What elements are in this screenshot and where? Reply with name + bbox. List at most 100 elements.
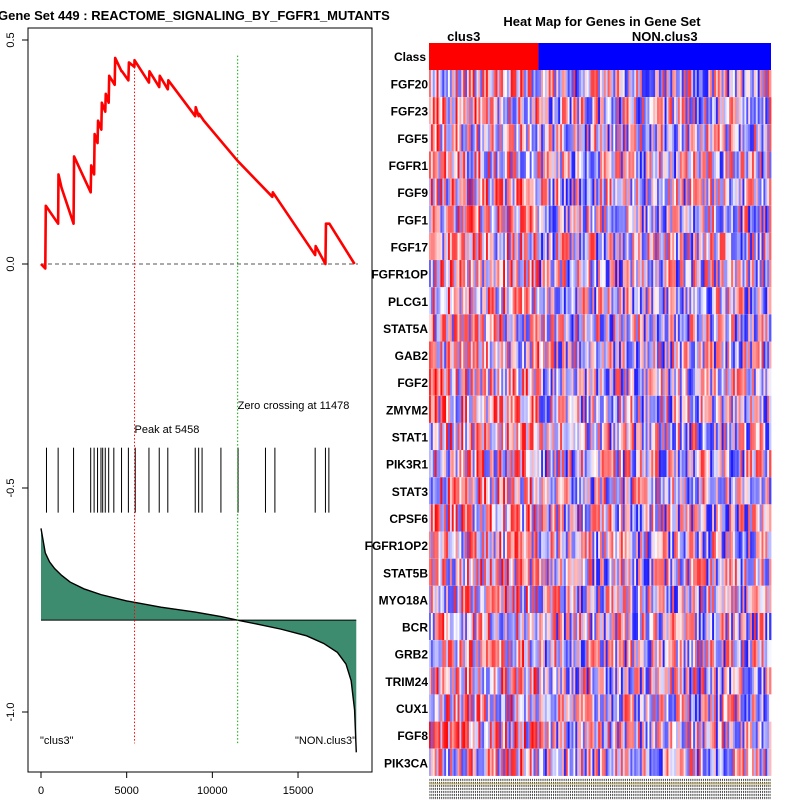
- heatmap-cell: [645, 341, 648, 369]
- heatmap-cell: [662, 124, 665, 152]
- heatmap-cell: [514, 721, 517, 749]
- heatmap-cell: [586, 450, 589, 478]
- heatmap-cell: [753, 232, 757, 261]
- heatmap-cell: [651, 585, 654, 613]
- heatmap-cell: [506, 531, 510, 559]
- heatmap-cell: [539, 450, 542, 478]
- heatmap-cell: [609, 124, 612, 152]
- heatmap-cell: [748, 341, 751, 369]
- heatmap-cell: [560, 368, 563, 396]
- heatmap-cell: [459, 613, 462, 641]
- heatmap-cell: [729, 667, 732, 695]
- heatmap-cell: [569, 450, 572, 478]
- heatmap-cell: [704, 395, 707, 423]
- heatmap-cell: [590, 422, 593, 451]
- heatmap-cell: [653, 368, 656, 396]
- heatmap-cell: [468, 422, 472, 451]
- heatmap-cell: [731, 341, 734, 369]
- heatmap-cell: [733, 694, 736, 722]
- heatmap-cell: [457, 70, 460, 98]
- heatmap-cell: [569, 531, 572, 559]
- heatmap-cell: [628, 558, 631, 586]
- heatmap-cell: [765, 395, 768, 423]
- heatmap-cell: [548, 585, 551, 613]
- heatmap-cell: [472, 640, 475, 668]
- heatmap-cell: [588, 667, 591, 695]
- heatmap-cell: [442, 341, 445, 369]
- heatmap-cell: [467, 205, 470, 233]
- heatmap-cell: [750, 260, 753, 288]
- heatmap-cell: [429, 585, 432, 613]
- heatmap-cell: [556, 151, 559, 179]
- heatmap-cell: [537, 232, 540, 261]
- heatmap-cell: [525, 70, 529, 98]
- heatmap-cell: [706, 721, 709, 749]
- heatmap-cell: [467, 97, 470, 125]
- heatmap-cell: [535, 422, 538, 451]
- heatmap-cell: [497, 504, 500, 532]
- heatmap-cell: [662, 585, 665, 613]
- heatmap-cell: [708, 232, 711, 261]
- heatmap-cell: [717, 260, 721, 288]
- heatmap-cell: [601, 314, 605, 342]
- heatmap-cell: [605, 368, 608, 396]
- heatmap-cell: [609, 178, 612, 206]
- heatmap-cell: [715, 477, 719, 505]
- heatmap-cell: [579, 640, 582, 668]
- heatmap-cell: [721, 124, 724, 152]
- heatmap-cell: [715, 97, 719, 125]
- heatmap-cell: [596, 422, 599, 451]
- heatmap-cell: [653, 613, 656, 641]
- heatmap-cell: [453, 613, 456, 641]
- heatmap-cell: [622, 260, 626, 288]
- heatmap-cell: [501, 151, 504, 179]
- heatmap-cell: [731, 232, 734, 261]
- heatmap-cell: [486, 368, 489, 396]
- heatmap-cell: [746, 640, 749, 668]
- heatmap-cell: [683, 97, 686, 125]
- heatmap-cell: [626, 721, 629, 749]
- heatmap-cell: [630, 178, 633, 206]
- heatmap-cell: [658, 422, 662, 451]
- heatmap-cell: [687, 721, 690, 749]
- heatmap-cell: [474, 748, 477, 776]
- heatmap-cell: [459, 640, 462, 668]
- heatmap-cell: [594, 287, 597, 315]
- heatmap-cell: [740, 395, 743, 423]
- heatmap-cell: [438, 477, 441, 505]
- heatmap-cell: [763, 232, 766, 261]
- heatmap-cell: [577, 613, 580, 641]
- heatmap-cell: [630, 585, 633, 613]
- heatmap-cell: [486, 151, 489, 179]
- heatmap-cell: [634, 585, 637, 613]
- heatmap-cell: [546, 232, 550, 261]
- heatmap-cell: [731, 151, 734, 179]
- heatmap-cell: [567, 558, 570, 586]
- heatmap-cell: [575, 178, 578, 206]
- heatmap-cell: [757, 450, 760, 478]
- heatmap-cell: [626, 585, 629, 613]
- heatmap-cell: [757, 585, 760, 613]
- heatmap-cell: [548, 450, 551, 478]
- heatmap-cell: [750, 178, 753, 206]
- heatmap-cell: [744, 314, 747, 342]
- heatmap-cell: [459, 450, 462, 478]
- heatmap-cell: [685, 70, 688, 98]
- heatmap-cell: [698, 70, 702, 98]
- heatmap-cell: [491, 585, 494, 613]
- heatmap-cell: [655, 450, 658, 478]
- heatmap-cell: [632, 368, 635, 396]
- heatmap-cell: [430, 341, 434, 369]
- heatmap-cell: [765, 70, 768, 98]
- heatmap-cell: [672, 667, 675, 695]
- heatmap-cell: [639, 558, 643, 586]
- heatmap-cell: [563, 205, 567, 233]
- heatmap-cell: [563, 151, 567, 179]
- heatmap-cell: [539, 232, 542, 261]
- heatmap-cell: [506, 395, 510, 423]
- heatmap-cell: [658, 260, 662, 288]
- heatmap-cell: [666, 97, 669, 125]
- heatmap-cell: [649, 341, 652, 369]
- heatmap-cell: [681, 613, 684, 641]
- heatmap-cell: [714, 287, 717, 315]
